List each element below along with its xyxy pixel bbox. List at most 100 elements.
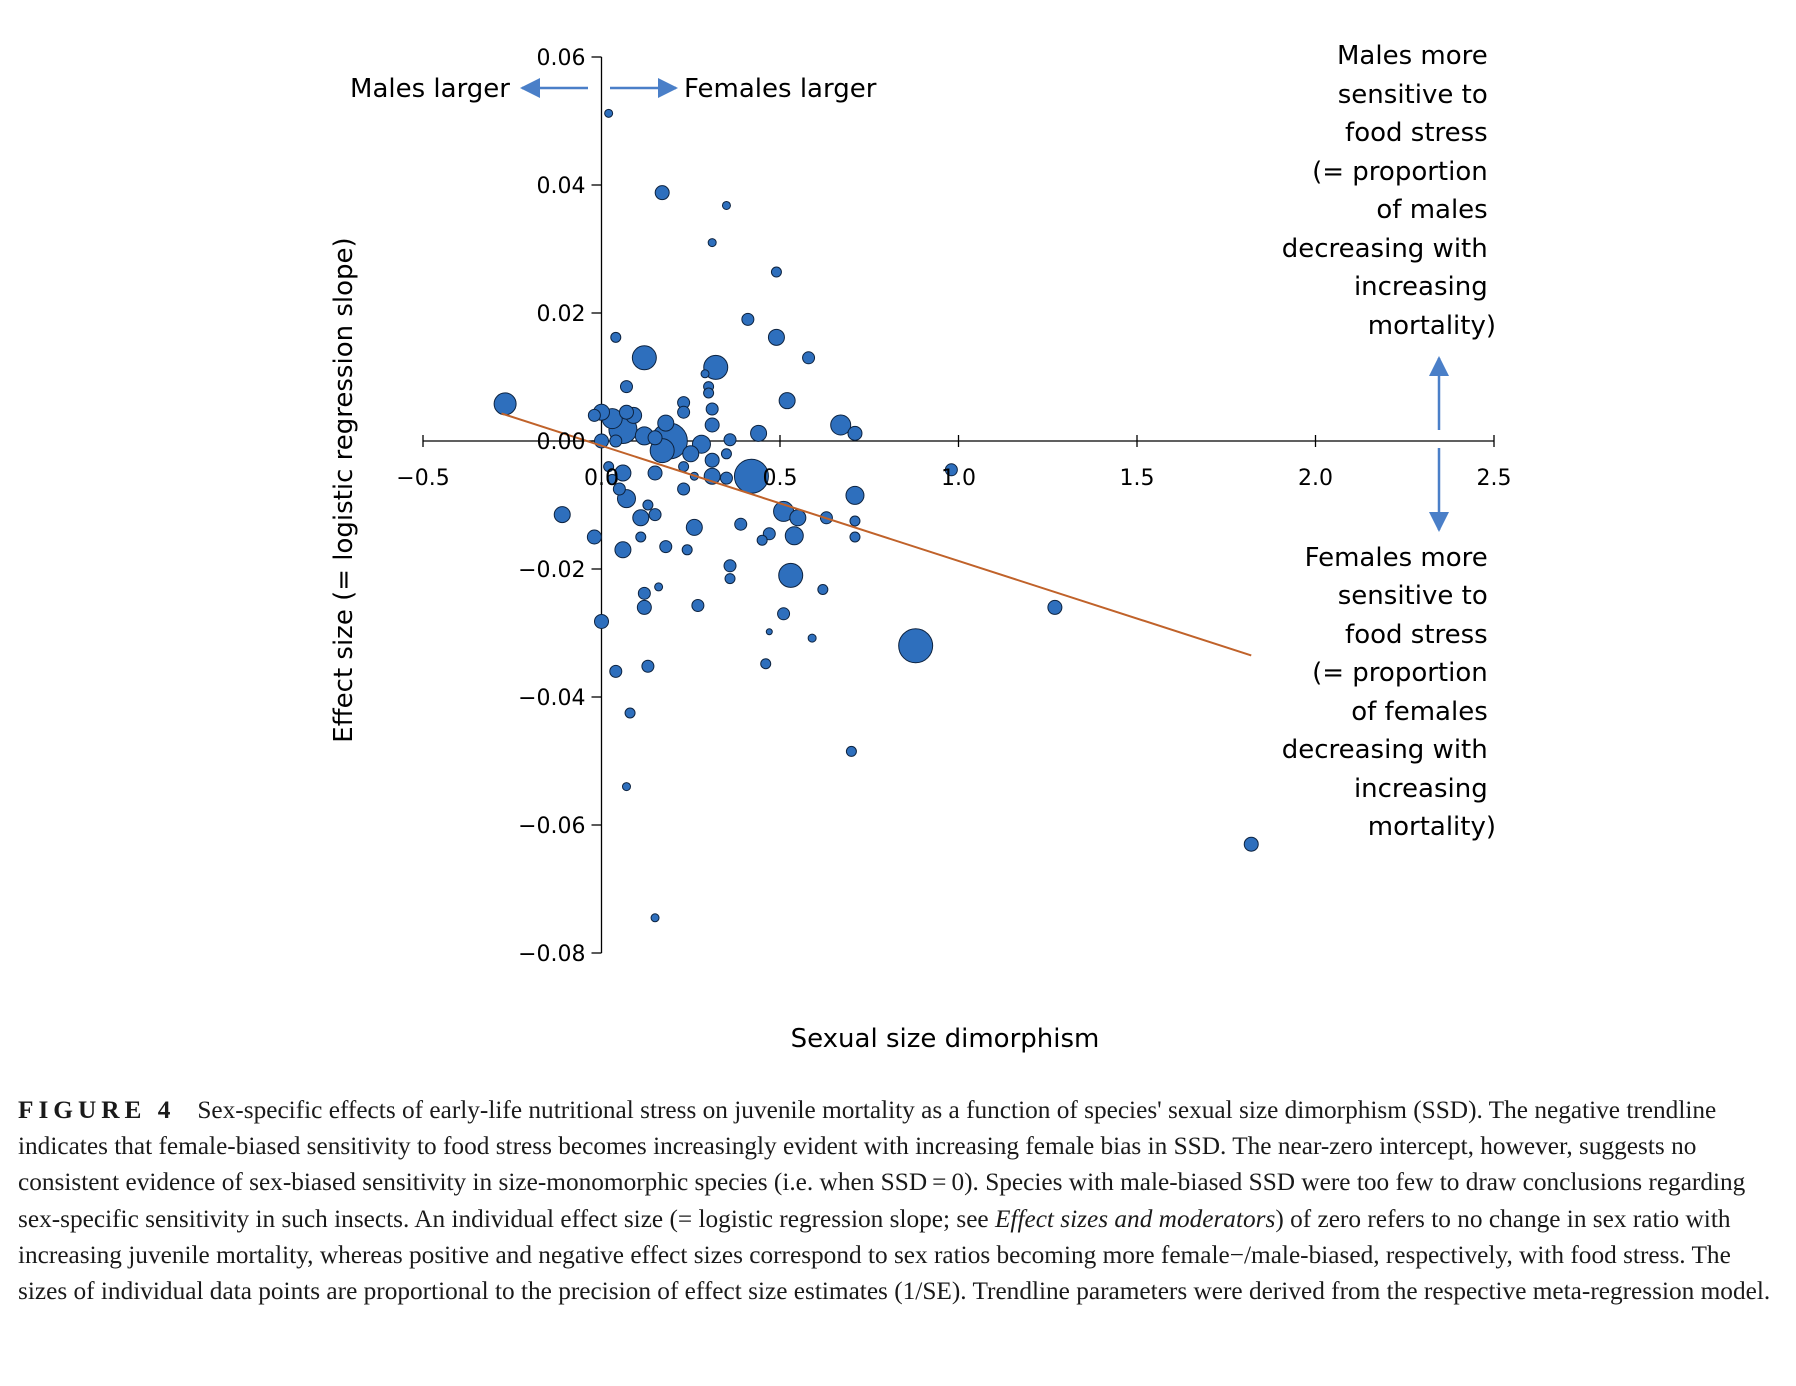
data-point [647, 465, 663, 481]
data-point [777, 607, 791, 621]
males-larger-label: Males larger [350, 74, 510, 104]
data-point [830, 414, 852, 436]
data-point [784, 526, 804, 546]
data-point [719, 471, 733, 485]
data-point [647, 430, 663, 446]
data-point [845, 485, 865, 505]
data-point [691, 598, 705, 612]
data-point [631, 345, 657, 371]
data-point [741, 312, 755, 326]
data-point [778, 562, 804, 588]
data-point [705, 402, 719, 416]
x-tick-label: 2.5 [1477, 466, 1512, 491]
females-sensitive-line: Females more [1305, 543, 1488, 573]
females-sensitive-line: (= proportion [1312, 658, 1488, 688]
data-point [847, 425, 863, 441]
data-point [704, 452, 720, 468]
y-tick-label: 0.00 [537, 430, 586, 455]
data-point [604, 108, 614, 118]
caption-italic-ref: Effect sizes and moderators [994, 1204, 1276, 1233]
data-point [845, 745, 857, 757]
data-point [765, 628, 773, 636]
data-point [700, 369, 710, 379]
data-point [637, 586, 651, 600]
females-sensitive-line: mortality) [1368, 812, 1496, 842]
data-point [650, 913, 660, 923]
data-point [681, 544, 693, 556]
data-point [849, 515, 861, 527]
data-point [802, 351, 816, 365]
data-point [770, 266, 782, 278]
data-point [619, 380, 633, 394]
females-sensitive-line: increasing [1354, 774, 1488, 804]
x-axis-title: Sexual size dimorphism [791, 1024, 1100, 1054]
figure-label: FIGURE 4 [18, 1096, 176, 1124]
x-tick-label: 1.5 [1120, 466, 1155, 491]
data-point [614, 541, 632, 559]
tick-labels: −0.5 0.0 0.5 1.0 1.5 2.0 2.5 0.06 0.04 0.02 0.00 −0… [396, 46, 1511, 967]
x-tick-label: 0.0 [584, 466, 619, 491]
y-tick-label: −0.06 [518, 814, 585, 839]
y-tick-label: −0.02 [518, 558, 585, 583]
data-point [553, 506, 571, 524]
data-point [767, 328, 785, 346]
data-point [654, 582, 664, 592]
data-point [760, 658, 772, 670]
data-point [677, 405, 691, 419]
data-point [750, 424, 768, 442]
data-point [659, 540, 673, 554]
males-sensitive-note: Males more sensitive to food stress (= p… [1282, 41, 1496, 341]
trendline [501, 412, 1252, 657]
males-sensitive-line: decreasing with [1282, 234, 1488, 264]
data-point [849, 531, 861, 543]
data-point [614, 464, 632, 482]
data-point [703, 387, 715, 399]
males-sensitive-line: sensitive to [1338, 80, 1488, 110]
data-point [612, 482, 626, 496]
data-point [723, 559, 737, 573]
data-point [898, 628, 934, 664]
females-sensitive-line: food stress [1345, 620, 1488, 650]
data-point [724, 573, 736, 585]
females-sensitive-line: decreasing with [1282, 735, 1488, 765]
data-point [648, 508, 662, 522]
data-point [677, 482, 691, 496]
trendline-layer [501, 412, 1252, 657]
data-point [734, 517, 748, 531]
data-point [587, 408, 601, 422]
data-point [493, 392, 517, 416]
males-sensitive-line: (= proportion [1312, 157, 1488, 187]
data-point [642, 499, 654, 511]
data-point [817, 583, 829, 595]
y-tick-label: 0.06 [537, 46, 586, 71]
figure-caption: FIGURE 4 Sex-specific effects of early-li… [18, 1092, 1780, 1309]
data-point [720, 448, 732, 460]
x-tick-label: −0.5 [396, 466, 449, 491]
scatter-chart: −0.5 0.0 0.5 1.0 1.5 2.0 2.5 0.06 0.04 0.02 0.00 −0… [329, 41, 1512, 1054]
males-sensitive-line: food stress [1345, 118, 1488, 148]
data-point [609, 664, 623, 678]
x-tick-label: 1.0 [941, 466, 976, 491]
data-point [807, 633, 817, 643]
data-point [603, 461, 615, 473]
y-tick-label: −0.08 [518, 942, 585, 967]
data-point [618, 404, 634, 420]
data-point [624, 707, 636, 719]
males-sensitive-line: Males more [1337, 41, 1488, 71]
data-point [594, 613, 609, 629]
males-sensitive-line: mortality) [1368, 311, 1496, 341]
data-point [654, 185, 670, 201]
caption-text-end: ) of zero refers to no change in sex rat… [18, 1204, 1771, 1306]
data-point [723, 433, 737, 447]
data-point [778, 392, 796, 410]
data-point [1047, 599, 1063, 615]
y-tick-label: 0.04 [537, 174, 586, 199]
females-sensitive-line: of females [1351, 697, 1488, 727]
data-point [635, 531, 647, 543]
data-point [657, 414, 675, 432]
data-point [682, 445, 700, 463]
x-tick-label: 0.5 [763, 466, 798, 491]
caption-text: Sex-specific effects of early-life nutri… [18, 1096, 1746, 1233]
data-point [632, 509, 650, 527]
y-tick-label: 0.02 [537, 302, 586, 327]
